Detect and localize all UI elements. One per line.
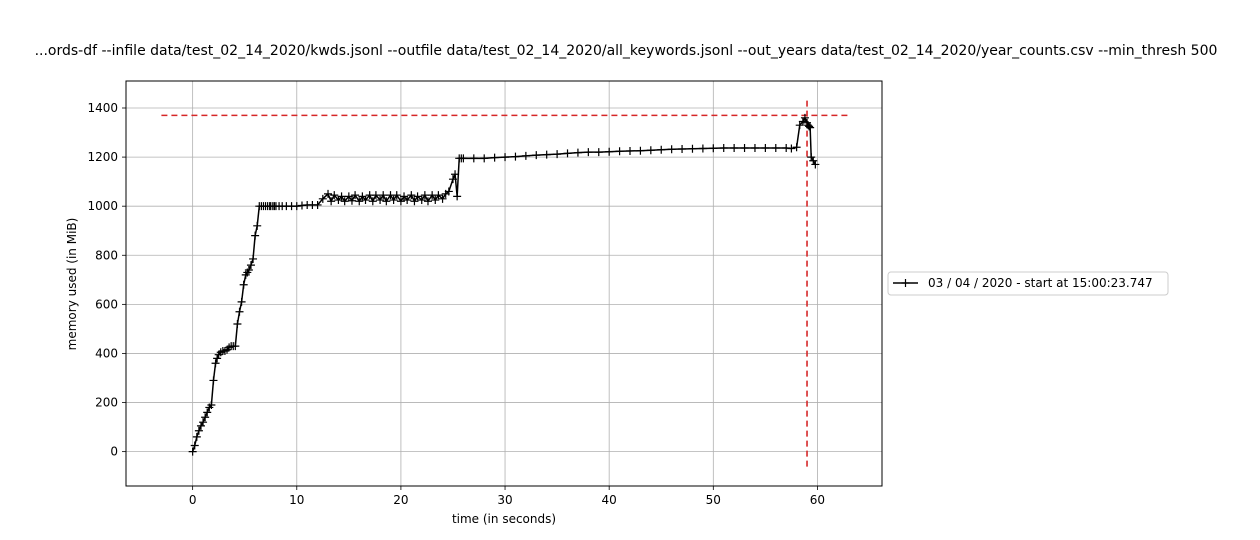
- x-tick-label: 0: [189, 493, 197, 507]
- y-tick-label: 400: [95, 346, 118, 360]
- legend: 03 / 04 / 2020 - start at 15:00:23.747: [888, 272, 1168, 295]
- x-tick-label: 40: [602, 493, 617, 507]
- y-axis-label: memory used (in MiB): [65, 218, 79, 351]
- y-axis-ticks: 0 200 400 600 800 1000 1200 1400: [87, 101, 126, 459]
- x-tick-label: 60: [810, 493, 825, 507]
- y-tick-label: 200: [95, 396, 118, 410]
- y-tick-label: 800: [95, 248, 118, 262]
- plot-area: [126, 81, 882, 486]
- x-tick-label: 10: [289, 493, 304, 507]
- y-tick-label: 1000: [87, 199, 118, 213]
- x-tick-label: 50: [706, 493, 721, 507]
- x-axis-ticks: 0 10 20 30 40 50 60: [189, 486, 825, 507]
- x-tick-label: 30: [497, 493, 512, 507]
- y-tick-label: 1400: [87, 101, 118, 115]
- y-tick-label: 1200: [87, 150, 118, 164]
- y-tick-label: 600: [95, 297, 118, 311]
- chart-title: ...ords-df --infile data/test_02_14_2020…: [35, 43, 1218, 59]
- x-axis-label: time (in seconds): [452, 512, 556, 526]
- y-tick-label: 0: [110, 445, 118, 459]
- legend-entry-label: 03 / 04 / 2020 - start at 15:00:23.747: [928, 276, 1153, 290]
- x-tick-label: 20: [393, 493, 408, 507]
